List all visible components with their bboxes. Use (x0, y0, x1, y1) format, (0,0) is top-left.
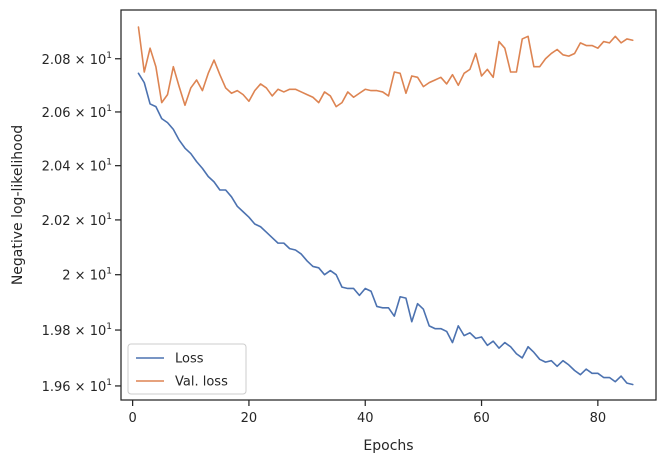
y-tick-label: 1.98 × 101 (42, 322, 112, 339)
y-tick-base: 10 (90, 53, 107, 68)
y-tick-times: × (71, 324, 90, 339)
y-axis-label: Negative log-likelihood (10, 125, 26, 285)
plot-frame (120, 9, 657, 401)
y-tick-times: × (71, 269, 90, 284)
x-tick-label: 20 (241, 411, 258, 426)
x-axis: 0 20 40 60 80 (128, 400, 606, 426)
y-tick-label: 1.96 × 101 (42, 378, 112, 395)
y-tick-base: 10 (90, 214, 107, 229)
y-tick-exponent: 1 (106, 322, 112, 332)
y-tick-exponent: 1 (106, 104, 112, 114)
y-tick-times: × (71, 53, 90, 68)
y-tick-base: 10 (90, 160, 107, 175)
legend-label-val-loss: Val. loss (175, 375, 228, 390)
y-tick-mantissa: 1.96 (42, 380, 71, 395)
y-tick-label: 2.08 × 101 (42, 51, 112, 68)
y-tick-base: 10 (90, 269, 107, 284)
y-tick-times: × (71, 106, 90, 121)
x-axis-label: Epochs (363, 438, 413, 454)
x-tick-label: 40 (357, 411, 374, 426)
plot-area (121, 10, 656, 400)
legend-label-loss: Loss (175, 352, 204, 367)
y-tick-mantissa: 2.06 (42, 106, 71, 121)
y-tick-label: 2 × 101 (62, 267, 112, 284)
y-tick-exponent: 1 (106, 51, 112, 61)
y-tick-mantissa: 2.08 (42, 53, 71, 68)
y-tick-label: 2.04 × 101 (42, 158, 112, 175)
y-tick-exponent: 1 (106, 158, 112, 168)
y-tick-exponent: 1 (106, 267, 112, 277)
legend: Loss Val. loss (127, 343, 247, 395)
y-tick-base: 10 (90, 106, 107, 121)
y-tick-times: × (71, 380, 90, 395)
y-tick-mantissa: 2.02 (42, 214, 71, 229)
y-tick-exponent: 1 (106, 212, 112, 222)
y-tick-label: 2.02 × 101 (42, 212, 112, 229)
y-tick-mantissa: 1.98 (42, 324, 71, 339)
y-tick-label: 2.06 × 101 (42, 104, 112, 121)
y-tick-mantissa: 2.04 (42, 160, 71, 175)
y-tick-mantissa: 2 (62, 269, 70, 284)
y-tick-base: 10 (90, 380, 107, 395)
series-line-val-loss (137, 26, 634, 108)
series-line-loss (137, 72, 634, 386)
x-tick-label: 80 (590, 411, 607, 426)
y-tick-times: × (71, 160, 90, 175)
x-tick-label: 60 (473, 411, 490, 426)
y-tick-exponent: 1 (106, 378, 112, 388)
x-tick-label: 0 (128, 411, 136, 426)
y-tick-base: 10 (90, 324, 107, 339)
y-tick-times: × (71, 214, 90, 229)
series-layer (137, 26, 634, 386)
